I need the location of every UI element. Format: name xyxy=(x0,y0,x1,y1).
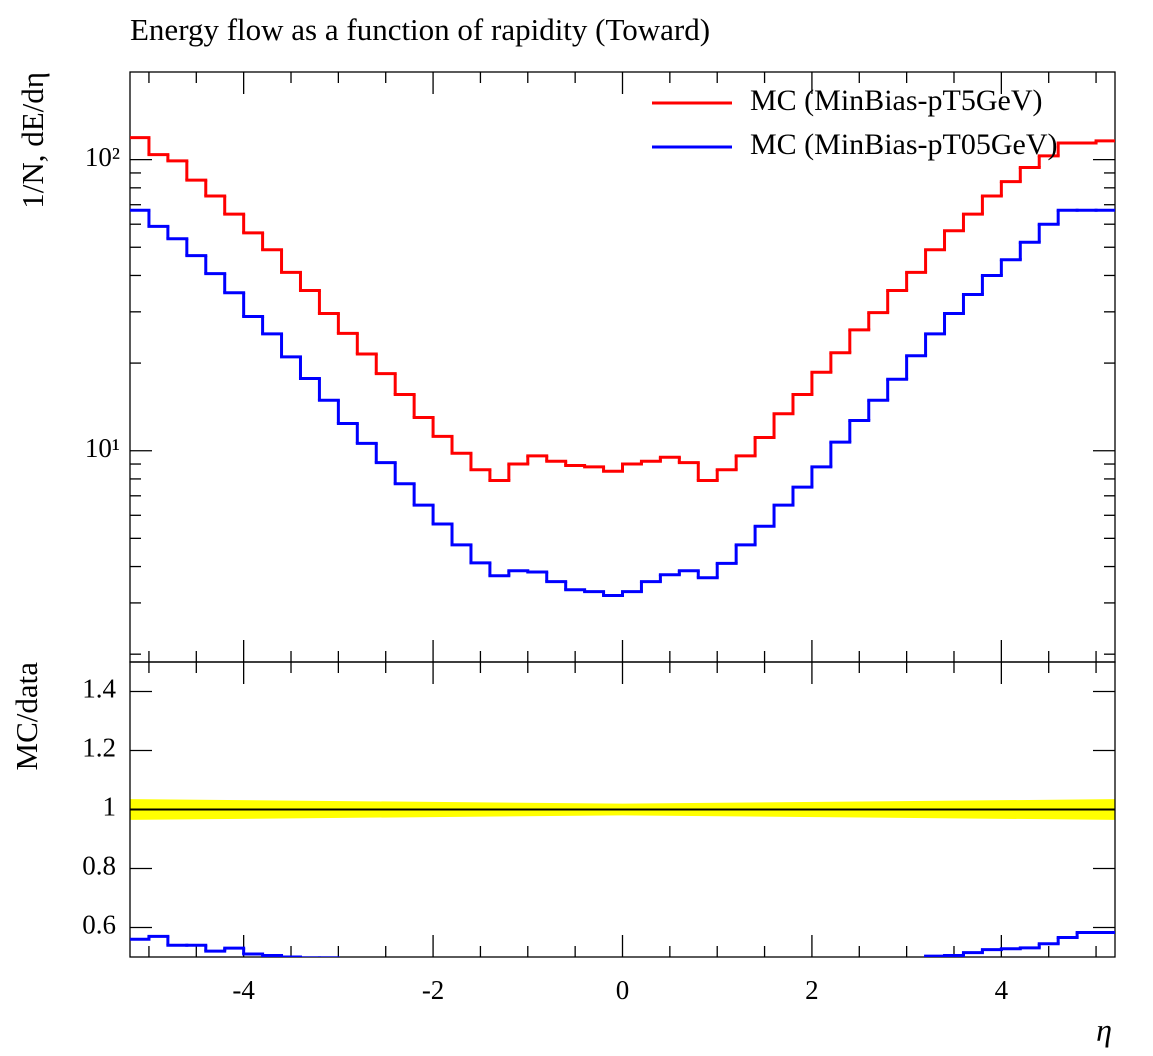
y-axis-label: 1/N, dE/dη xyxy=(15,72,50,209)
ratio-y-tick-label: 1 xyxy=(103,792,117,822)
x-tick-label: 4 xyxy=(995,975,1009,1005)
x-tick-label: 2 xyxy=(805,975,819,1005)
x-tick-label: -4 xyxy=(232,975,255,1005)
legend-label: MC (MinBias-pT5GeV) xyxy=(750,84,1042,117)
ratio-y-tick-label: 0.8 xyxy=(82,851,116,881)
x-tick-label: -2 xyxy=(422,975,445,1005)
legend-label: MC (MinBias-pT05GeV) xyxy=(750,128,1057,161)
histogram xyxy=(130,136,1115,483)
x-tick-label: 0 xyxy=(616,975,630,1005)
histogram xyxy=(130,208,1115,598)
ratio-y-tick-label: 1.4 xyxy=(82,674,116,704)
histogram xyxy=(130,931,1115,957)
ratio-y-tick-label: 0.6 xyxy=(82,910,116,940)
ratio-y-tick-label: 1.2 xyxy=(82,733,116,763)
y-tick-label: 10² xyxy=(85,142,120,172)
x-axis-label: η xyxy=(1096,1011,1112,1047)
y-tick-label: 10¹ xyxy=(85,433,120,463)
ratio-axis-label: MC/data xyxy=(9,662,44,771)
chart-title: Energy flow as a function of rapidity (T… xyxy=(130,12,710,47)
